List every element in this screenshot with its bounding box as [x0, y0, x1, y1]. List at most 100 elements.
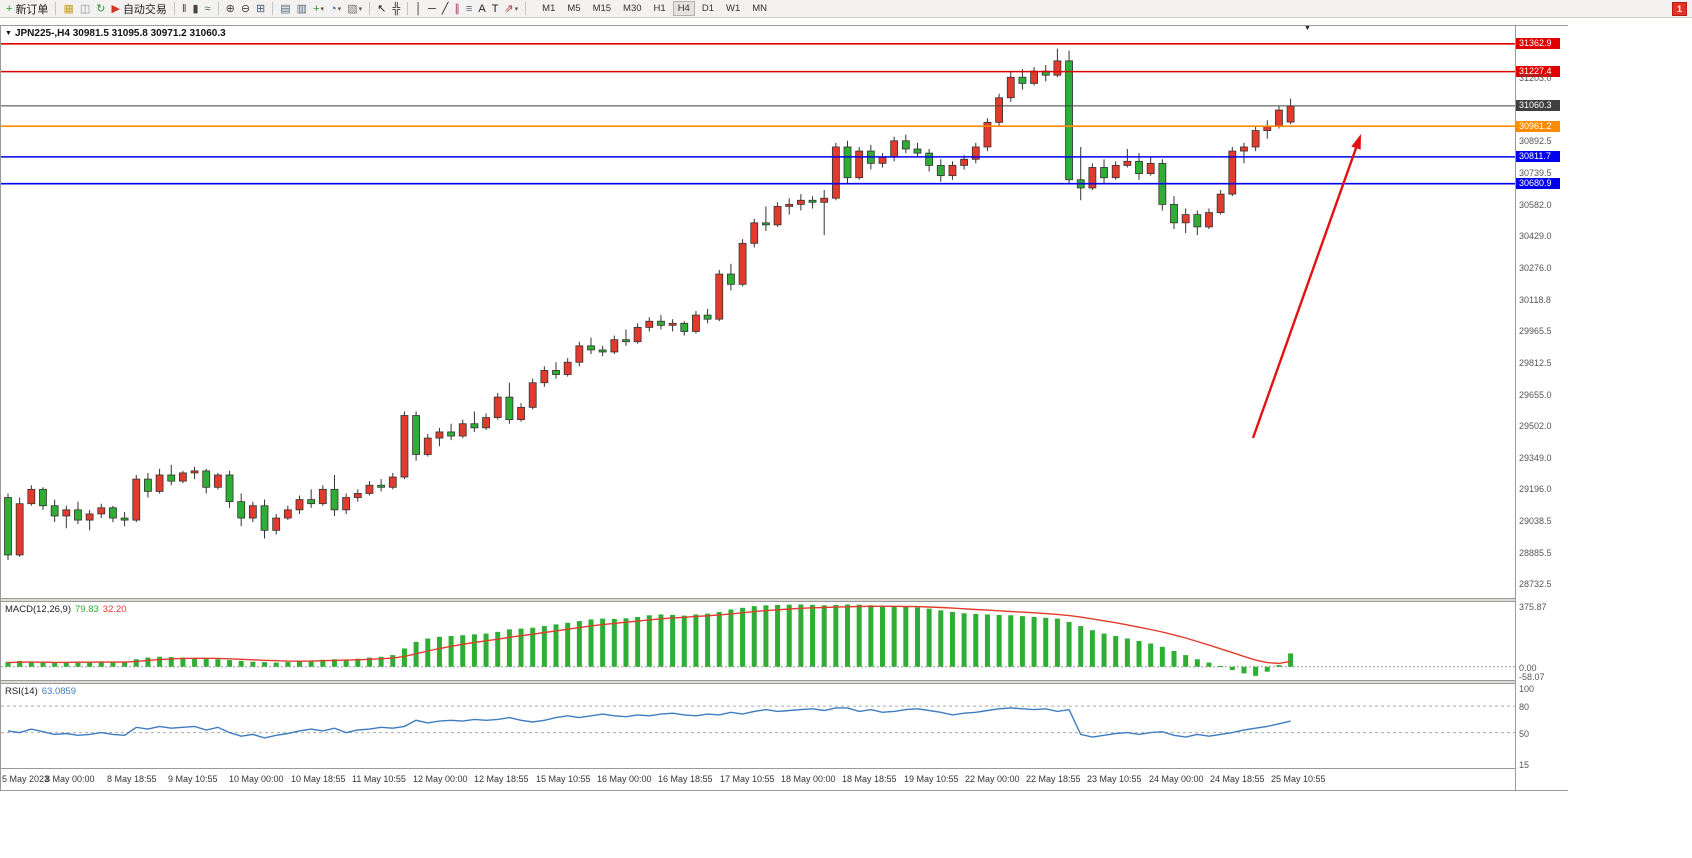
toolbar-separator	[217, 2, 219, 15]
time-axis[interactable]: 5 May 2023 8 May 00:00 8 May 18:55 9 May 10…	[1, 768, 1515, 790]
autotrading-button[interactable]: ▶ 自动交易	[108, 1, 169, 17]
macd-axis-label: 0.00	[1519, 662, 1537, 673]
caret-down-icon: ▾	[358, 5, 363, 13]
tile-windows-icon[interactable]: ⊞	[253, 1, 268, 17]
rsi-chart[interactable]	[1, 684, 1515, 768]
vertical-line-icon: │	[415, 2, 422, 15]
macd-signal-value: 32.20	[102, 604, 127, 615]
line-chart-icon: ≈	[204, 2, 211, 15]
rsi-name: RSI(14)	[5, 686, 38, 697]
time-axis-label: 22 May 00:00	[965, 774, 1020, 784]
panel-splitter-rsi[interactable]	[1, 680, 1515, 684]
cursor-icon[interactable]: ↖	[374, 1, 389, 17]
price-axis-label: 29196.0	[1519, 484, 1552, 495]
timeframe-w1[interactable]: W1	[726, 3, 741, 14]
add-indicator-button[interactable]: + ▾	[310, 1, 327, 17]
price-axis-label: 29812.5	[1519, 357, 1552, 368]
zoom-out-icon[interactable]: ⊖	[238, 1, 253, 17]
bar-chart-icon[interactable]: ‖	[179, 1, 190, 17]
new-order-button: +	[6, 2, 13, 15]
price-axis-label: 30739.5	[1519, 167, 1552, 178]
timeframe-h1[interactable]: H1	[653, 3, 666, 14]
timeframe-mn[interactable]: MN	[752, 3, 768, 14]
price-axis-label: 29655.0	[1519, 390, 1552, 400]
tile-windows-icon: ⊞	[256, 2, 266, 15]
template-button[interactable]: ▧ ▾	[344, 1, 365, 17]
candlestick-chart-icon[interactable]: ▮	[189, 1, 201, 17]
toolbar-separator	[407, 2, 409, 15]
chart-window-icon[interactable]: ▦	[60, 1, 76, 17]
vertical-line-icon[interactable]: │	[412, 1, 425, 17]
crosshair-icon[interactable]: ╬	[389, 1, 403, 17]
candlestick-chart-icon: ▮	[192, 2, 199, 15]
macd-axis-label: 375.87	[1519, 602, 1547, 612]
time-axis-label: 19 May 10:55	[904, 774, 959, 784]
time-axis-label: 25 May 10:55	[1271, 774, 1326, 784]
crosshair-icon: ╬	[392, 2, 401, 15]
chart-window-icon: ▦	[63, 2, 74, 15]
timeframe-d1[interactable]: D1	[701, 3, 714, 14]
candlestick-chart[interactable]	[1, 26, 1515, 598]
panel-splitter-macd[interactable]	[1, 598, 1515, 602]
timeframe-m5[interactable]: M5	[567, 3, 581, 14]
time-axis-label: 12 May 00:00	[413, 774, 468, 784]
horizontal-line-icon[interactable]: ─	[425, 1, 439, 17]
price-axis-label: 31203.0	[1519, 72, 1552, 83]
main-chart-panel[interactable]: ▼ JPN225-,H4 30981.5 31095.8 30971.2 3106…	[1, 26, 1515, 598]
notification-badge[interactable]: 1	[1672, 2, 1687, 16]
macd-value: 79.83	[75, 604, 99, 615]
cursor-icon: ↖	[377, 2, 387, 15]
refresh-icon[interactable]: ↻	[93, 1, 108, 17]
toolbar-separator	[525, 2, 527, 15]
channel-icon[interactable]: ∥	[451, 1, 463, 17]
fibonacci-icon: ≡	[465, 2, 473, 15]
time-axis-label: 16 May 18:55	[658, 774, 713, 784]
price-axis-label: 30118.8	[1519, 294, 1551, 305]
macd-panel[interactable]: MACD(12,26,9) 79.83 32.20	[1, 602, 1515, 680]
period-button: ◔	[330, 2, 337, 15]
arrows-icon: ⇗	[504, 2, 514, 15]
price-axis[interactable]: 31362.9 31227.4 31060.3 30961.2 30811.7 30680…	[1515, 26, 1569, 790]
macd-name: MACD(12,26,9)	[5, 604, 71, 615]
chart-title: ▼ JPN225-,H4 30981.5 31095.8 30971.2 3106…	[5, 28, 226, 39]
timeframe-m30[interactable]: M30	[623, 3, 642, 14]
autotrading-button-label: 自动交易	[122, 3, 167, 16]
autotrading-button: ▶	[111, 2, 120, 15]
chart-dropdown-icon[interactable]: ▼	[5, 30, 12, 37]
timeframe-m1[interactable]: M1	[542, 3, 556, 14]
caret-down-icon: ▾	[337, 5, 342, 13]
macd-label: MACD(12,26,9) 79.83 32.20	[5, 604, 127, 615]
line-chart-icon[interactable]: ≈	[202, 1, 214, 17]
rsi-axis-label: 15	[1519, 759, 1530, 770]
time-axis-label: 24 May 18:55	[1210, 774, 1265, 784]
chart-shift-marker[interactable]: ▼	[1304, 26, 1311, 32]
zoom-in-icon[interactable]: ⊕	[223, 1, 238, 17]
trend-arrow[interactable]	[1251, 134, 1361, 439]
new-order-button[interactable]: + 新订单	[3, 1, 51, 17]
auto-arrange-icon[interactable]: ▤	[277, 1, 293, 17]
time-axis-label: 5 May 2023	[2, 774, 50, 784]
time-axis-label: 23 May 10:55	[1087, 774, 1142, 784]
toolbar-items: + 新订单 ▦ ◫ ↻ ▶ 自动交易 ‖ ▮ ≈ ⊕ ⊖ ⊞ ▤ ▥ + ▾ ◔ ▾ ▧ ▾ ↖ ╬ │ ─ ╱ ∥ ≡ A T ⇗ ▾	[3, 1, 530, 17]
chart-title-text: JPN225-,H4 30981.5 31095.8 30971.2 31060…	[14, 28, 226, 39]
period-button[interactable]: ◔ ▾	[327, 1, 344, 17]
text-icon[interactable]: A	[475, 1, 488, 17]
new-order-button-label: 新订单	[15, 3, 49, 16]
rsi-panel[interactable]: RSI(14) 63.0859	[1, 684, 1515, 768]
timeframe-m15[interactable]: M15	[592, 3, 612, 14]
fibonacci-icon[interactable]: ≡	[463, 1, 475, 17]
trendline-icon[interactable]: ╱	[439, 1, 452, 17]
trendline-icon: ╱	[441, 2, 449, 15]
timeframe-h4[interactable]: H4	[672, 1, 695, 16]
caret-down-icon: ▾	[320, 5, 325, 13]
toolbar-separator	[55, 2, 57, 15]
macd-chart[interactable]	[1, 602, 1515, 680]
profile-icon[interactable]: ◫	[77, 1, 93, 17]
arrows-icon[interactable]: ⇗ ▾	[501, 1, 521, 17]
template-button: ▧	[347, 2, 358, 15]
cascade-icon[interactable]: ▥	[294, 1, 310, 17]
refresh-icon: ↻	[96, 2, 106, 15]
label-icon[interactable]: T	[489, 1, 502, 17]
cascade-icon: ▥	[296, 2, 308, 15]
toolbar-separator	[272, 2, 274, 15]
